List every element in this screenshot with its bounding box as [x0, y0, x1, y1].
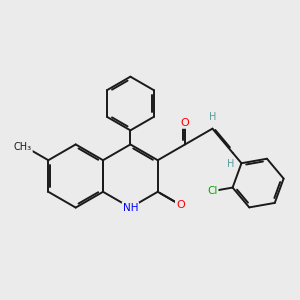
Text: H: H: [209, 112, 216, 122]
Text: O: O: [181, 118, 190, 128]
Text: H: H: [227, 159, 235, 169]
Text: NH: NH: [123, 202, 138, 213]
Text: CH₃: CH₃: [14, 142, 32, 152]
Text: O: O: [176, 200, 184, 210]
Text: Cl: Cl: [207, 186, 218, 196]
